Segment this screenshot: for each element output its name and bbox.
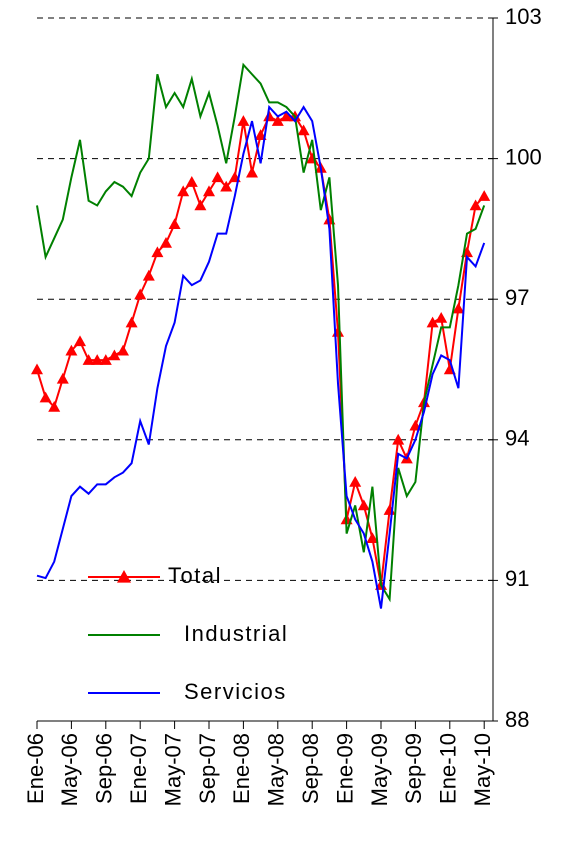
y-tick-label: 88 — [505, 707, 529, 732]
y-tick-label: 94 — [505, 426, 529, 451]
data-point — [366, 532, 379, 544]
data-point — [91, 354, 104, 365]
x-tick-label: Sep-09 — [401, 733, 426, 804]
data-point — [383, 504, 396, 515]
data-point — [357, 499, 370, 511]
x-tick-label: May-09 — [367, 733, 392, 806]
data-point — [177, 185, 190, 197]
data-point — [478, 190, 491, 201]
data-point — [246, 166, 258, 178]
legend-label: Total — [168, 563, 222, 588]
data-point — [332, 326, 344, 337]
legend-label: Servicios — [184, 679, 287, 704]
data-point — [280, 110, 293, 122]
data-point — [426, 316, 439, 328]
data-point — [194, 199, 207, 211]
series-line — [36, 104, 486, 609]
data-point — [435, 311, 448, 323]
data-point — [452, 302, 465, 314]
data-point — [99, 354, 112, 365]
x-tick-label: Ene-10 — [436, 733, 461, 804]
data-point — [82, 354, 95, 365]
data-point — [142, 269, 155, 281]
data-point — [211, 171, 224, 183]
data-point — [39, 391, 52, 403]
data-point — [263, 110, 276, 122]
x-tick-label: May-06 — [57, 733, 82, 806]
x-tick-label: May-07 — [160, 733, 185, 806]
data-point — [134, 288, 147, 300]
data-point — [297, 124, 310, 136]
data-point — [203, 185, 215, 197]
series-line — [36, 115, 485, 586]
data-point — [65, 344, 78, 356]
data-point — [160, 236, 172, 248]
data-point — [151, 246, 164, 258]
legend-label: Industrial — [184, 621, 288, 646]
x-tick-label: May-10 — [470, 733, 495, 806]
y-tick-label: 103 — [505, 4, 542, 29]
data-point — [31, 363, 43, 375]
legend-marker — [117, 570, 131, 583]
data-point — [392, 433, 405, 445]
data-point — [108, 349, 121, 361]
data-point — [185, 176, 198, 187]
x-tick-label: Sep-07 — [195, 733, 220, 804]
y-tick-label: 91 — [505, 566, 529, 591]
x-tick-label: Sep-08 — [298, 733, 323, 804]
x-tick-label: Ene-08 — [229, 733, 254, 804]
data-point — [48, 400, 61, 412]
data-point — [117, 344, 129, 356]
data-point — [271, 115, 284, 126]
x-tick-label: Ene-09 — [332, 733, 357, 804]
data-point — [168, 218, 181, 230]
data-point — [125, 316, 138, 328]
data-point — [74, 335, 86, 347]
data-point — [349, 475, 362, 487]
y-tick-label: 97 — [505, 285, 529, 310]
data-point — [237, 115, 250, 126]
x-tick-label: Sep-06 — [92, 733, 117, 804]
series-line — [36, 62, 486, 603]
x-tick-label: May-08 — [264, 733, 289, 806]
x-tick-label: Ene-07 — [126, 733, 151, 804]
x-tick-label: Ene-06 — [23, 733, 48, 804]
data-point — [220, 180, 233, 192]
y-tick-label: 100 — [505, 144, 542, 169]
data-point — [56, 372, 69, 384]
data-point — [469, 199, 482, 211]
